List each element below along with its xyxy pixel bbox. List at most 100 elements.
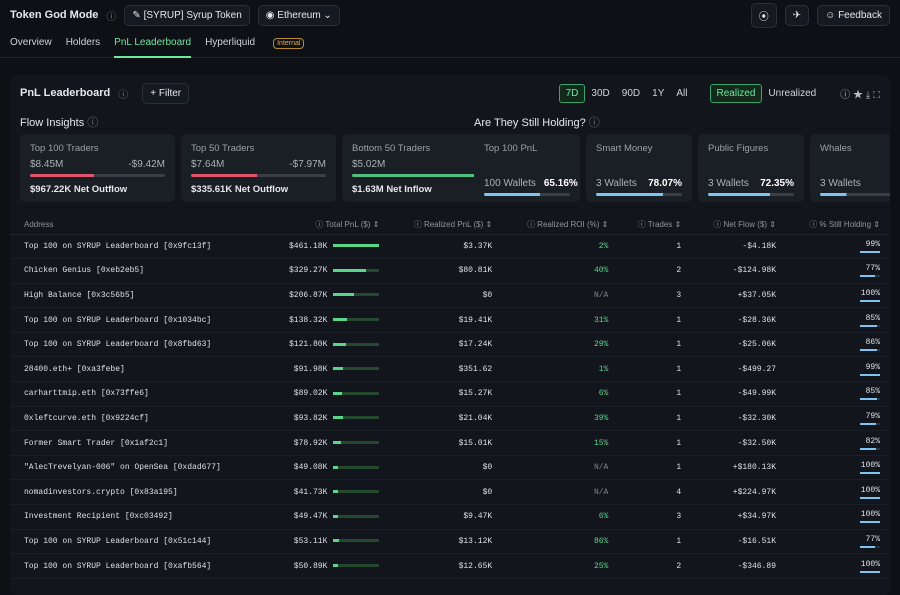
table-cell: $50.89K — [262, 553, 390, 579]
table-cell: $329.27K — [262, 258, 390, 284]
tab[interactable]: Holders — [65, 36, 101, 48]
table-row[interactable]: Top 100 on SYRUP Leaderboard [0x9fc13f] $… — [10, 234, 890, 260]
holding-percent: 78.07% — [648, 178, 682, 189]
holding-bar — [860, 275, 880, 278]
table-cell: $15.01K — [389, 430, 503, 456]
cell-text: $138.32K — [289, 315, 328, 325]
table-cell: "AlecTrevelyan-006" on OpenSea [0xdad677… — [10, 455, 263, 481]
table-cell: -$49.99K — [691, 381, 786, 407]
holding-bar — [860, 422, 880, 425]
cell-text: -$4.18K — [742, 241, 776, 251]
tab[interactable]: PnL Leaderboard — [114, 30, 192, 58]
cell-text: "AlecTrevelyan-006" on OpenSea [0xdad677… — [24, 463, 221, 473]
feedback-button[interactable]: ☺ Feedback — [817, 4, 890, 26]
table-cell: 86% — [786, 332, 890, 358]
tab[interactable]: Overview — [10, 36, 52, 48]
icon-button[interactable]: ⓘ ★ ⤓ ⛶ — [840, 89, 880, 101]
holding-bar — [820, 193, 890, 196]
period-option[interactable]: 90D — [621, 87, 641, 99]
column-header[interactable]: ⓘ Realized PnL ($) ⇕ — [389, 215, 503, 235]
table-row[interactable]: carharttmip.eth [0x73ffe6] $89.02K $15.27K… — [10, 381, 890, 407]
table-cell: $91.98K — [262, 356, 390, 383]
table-row[interactable]: High Balance [0x3c56b5] $206.87K $0 N/A 3 +$3… — [10, 283, 890, 309]
table-cell: Investment Recipient [0xc03492] — [10, 504, 263, 530]
table-cell: -$499.27 — [691, 356, 786, 383]
column-header[interactable]: ⓘ Total PnL ($) ⇕ — [262, 215, 390, 235]
cell-text: 29% — [593, 340, 609, 350]
table-cell: $13.12K — [389, 529, 503, 555]
mode-option[interactable]: Unrealized — [768, 87, 817, 99]
table-body: Top 100 on SYRUP Leaderboard [0x9fc13f] $… — [10, 234, 890, 579]
table-row[interactable]: Top 100 on SYRUP Leaderboard [0x51c144] $… — [10, 529, 890, 555]
table-row[interactable]: "AlecTrevelyan-006" on OpenSea [0xdad677… — [10, 455, 890, 481]
cell-text: Top 100 on SYRUP Leaderboard [0x51c144] — [24, 536, 212, 546]
table-row[interactable]: Investment Recipient [0xc03492] $49.47K $9… — [10, 504, 890, 530]
holding-bar — [484, 193, 570, 196]
pnl-bar — [333, 268, 380, 272]
table-cell: 77% — [786, 258, 890, 284]
period-option[interactable]: 30D — [591, 87, 610, 99]
holding-bar-fill — [860, 324, 877, 327]
cell-text: $17.24K — [458, 340, 493, 350]
token-selector[interactable]: ✎ [SYRUP] Syrup Token — [124, 4, 250, 26]
holding-bar — [860, 349, 880, 352]
holding-bar-fill — [860, 496, 880, 499]
period-option[interactable]: All — [676, 87, 688, 99]
chain-selector[interactable]: ◉ Ethereum ⌄ — [257, 4, 340, 26]
table-cell: 28400.eth+ [0xa3febe] — [10, 356, 263, 383]
filter-button[interactable]: + Filter — [142, 82, 190, 104]
column-header[interactable]: ⓘ Trades ⇕ — [618, 215, 692, 235]
column-header[interactable]: ⓘ Realized ROI (%) ⇕ — [502, 215, 619, 235]
period-option[interactable]: 7D — [558, 83, 586, 103]
cell-text: -$28.36K — [737, 315, 776, 325]
tab-bar: Overview Holders PnL Leaderboard Hyperliqui… — [0, 30, 900, 58]
table-row[interactable]: nomadinvestors.crypto [0x83a195] $41.73K $… — [10, 479, 890, 506]
cell-text: 15% — [593, 438, 609, 448]
column-label: Realized PnL ($) — [423, 219, 484, 229]
icon-button[interactable]: ✈ — [784, 4, 810, 26]
table-row[interactable]: Chicken Genius [0xeb2eb5] $329.27K $80.81K… — [10, 258, 890, 284]
column-label: Net Flow ($) — [723, 219, 768, 229]
pnl-bar-fill — [333, 342, 346, 346]
table-cell: 85% — [786, 307, 890, 333]
table-row[interactable]: Top 100 on SYRUP Leaderboard [0xafb564] $… — [10, 553, 890, 579]
sort-icon: ⇕ — [672, 219, 682, 229]
flow-net: $967.22K Net Outflow — [30, 184, 128, 195]
flow-net: $335.61K Net Outflow — [191, 184, 289, 195]
table-row[interactable]: Top 100 on SYRUP Leaderboard [0x8fbd63] $… — [10, 332, 890, 358]
table-row[interactable]: 28400.eth+ [0xa3febe] $91.98K $351.62 1% 1 -$… — [10, 356, 890, 383]
pnl-bar — [333, 244, 380, 248]
table-row[interactable]: Top 100 on SYRUP Leaderboard [0x1034bc] $… — [10, 307, 890, 333]
mode-selector: Realized Unrealized — [709, 83, 823, 103]
icon-button[interactable]: ⦿ — [750, 2, 777, 28]
pnl-bar — [333, 416, 380, 420]
cell-text: Top 100 on SYRUP Leaderboard [0x8fbd63] — [24, 340, 212, 350]
tab[interactable]: Hyperliquid — [205, 36, 256, 48]
column-header[interactable]: ⓘ % Still Holding ⇕ — [786, 215, 890, 235]
table-row[interactable]: Former Smart Trader [0x1af2c1] $78.92K $15… — [10, 430, 890, 456]
cell-text: 39% — [593, 413, 609, 423]
column-header[interactable]: Address — [10, 215, 263, 235]
table-cell: 25% — [502, 553, 619, 579]
cell-text: 6% — [598, 512, 609, 522]
flow-values: $8.45M -$9.42M — [30, 159, 165, 170]
table-cell: $461.18K — [262, 234, 390, 260]
table-cell: 40% — [502, 258, 619, 284]
pnl-bar — [333, 293, 380, 297]
table-cell: 1 — [618, 332, 692, 358]
pnl-bar — [333, 342, 380, 346]
table-cell: $53.11K — [262, 529, 390, 555]
period-option[interactable]: 1Y — [652, 87, 665, 99]
table-cell: 2 — [618, 258, 692, 284]
table-cell: 29% — [502, 332, 619, 358]
cell-text: $461.18K — [289, 241, 328, 251]
flow-label: Top 100 Traders — [30, 143, 99, 154]
column-header[interactable]: ⓘ Net Flow ($) ⇕ — [691, 215, 786, 235]
table-row[interactable]: 0xleftcurve.eth [0x9224cf] $93.82K $21.04K… — [10, 406, 890, 432]
cell-text: $53.11K — [293, 536, 328, 546]
mode-option[interactable]: Realized — [709, 83, 763, 103]
table-cell: 1 — [618, 529, 692, 555]
holding-values: 3 Wallets 72.35% — [708, 178, 794, 189]
cell-text: $0 — [482, 463, 493, 473]
table-cell: 85% — [786, 381, 890, 407]
